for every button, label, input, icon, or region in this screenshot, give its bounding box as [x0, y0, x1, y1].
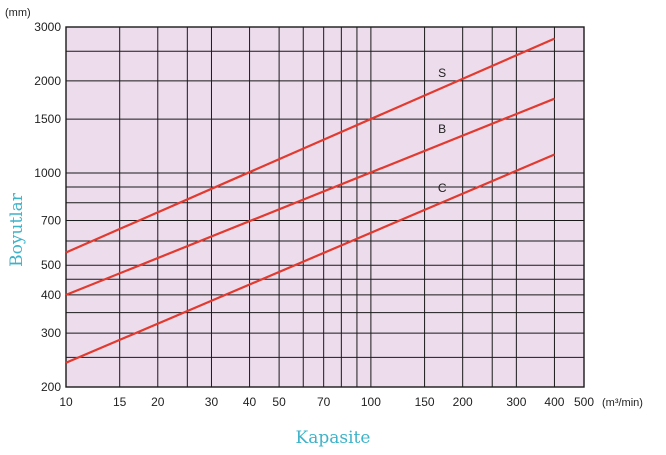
x-tick-label: 40 — [243, 395, 257, 409]
x-tick-label: 50 — [272, 395, 286, 409]
x-tick-label: 20 — [151, 395, 165, 409]
series-line-C — [65, 153, 555, 364]
x-tick-label: 100 — [361, 395, 381, 409]
series-lines: S B C — [65, 37, 555, 364]
x-tick-label: 400 — [544, 395, 564, 409]
x-axis-title: Kapasite — [296, 428, 371, 448]
y-tick-label: 500 — [41, 258, 61, 272]
series-label-S: S — [438, 66, 446, 80]
y-unit-label: (mm) — [5, 7, 31, 19]
grid — [65, 26, 585, 388]
x-tick-label: 15 — [113, 395, 127, 409]
series-label-B: B — [438, 122, 446, 136]
x-unit-label: (m³/min) — [602, 397, 643, 409]
y-tick-label: 1500 — [34, 112, 61, 126]
x-tick-label: 300 — [506, 395, 526, 409]
x-tick-label: 10 — [59, 395, 73, 409]
x-tick-label: 200 — [453, 395, 473, 409]
y-tick-label: 400 — [41, 288, 61, 302]
y-tick-labels: 200 300 400 500 700 1000 1500 2000 3000 — [34, 20, 61, 394]
plot-frame — [65, 26, 585, 388]
x-tick-labels: 10 15 20 30 40 50 70 100 150 200 300 400 500 — [59, 395, 594, 409]
x-tick-label: 70 — [317, 395, 331, 409]
y-tick-label: 1000 — [34, 166, 61, 180]
series-line-B — [65, 97, 555, 296]
y-tick-label: 300 — [41, 326, 61, 340]
series-label-C: C — [438, 181, 447, 195]
series-line-S — [65, 37, 555, 254]
x-tick-label: 150 — [415, 395, 435, 409]
y-tick-label: 2000 — [34, 74, 61, 88]
y-axis-title: Boyutlar — [7, 192, 27, 267]
y-tick-label: 3000 — [34, 20, 61, 34]
y-tick-label: 700 — [41, 213, 61, 227]
x-tick-label: 500 — [574, 395, 594, 409]
x-tick-label: 30 — [205, 395, 219, 409]
y-tick-label: 200 — [41, 380, 61, 394]
